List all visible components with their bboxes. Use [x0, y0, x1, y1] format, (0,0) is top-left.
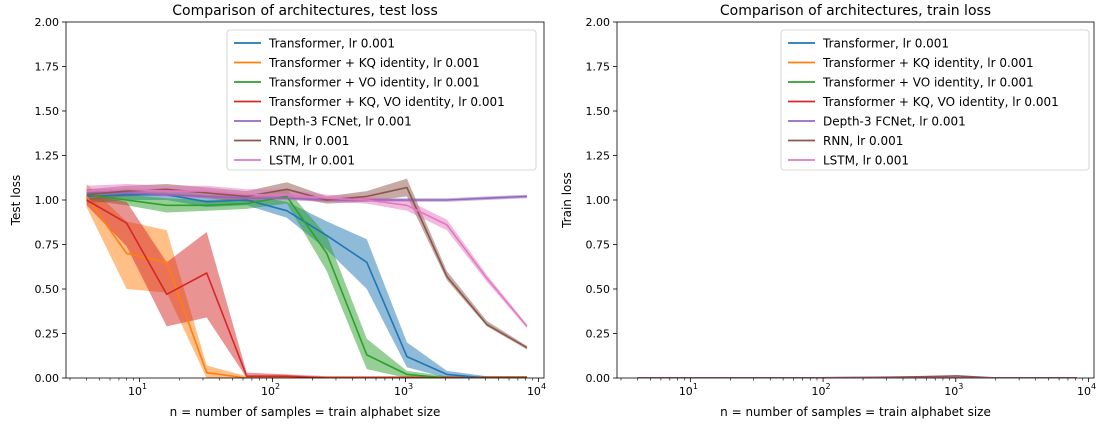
legend: Transformer, lr 0.001 Transformer + KQ id… [780, 29, 1090, 171]
series-line-kq [85, 195, 527, 378]
legend-label-lstm: LSTM, lr 0.001 [269, 154, 355, 168]
legend-label-transformer: Transformer, lr 0.001 [822, 37, 949, 51]
y-tick-label: 1.50 [586, 105, 611, 118]
x-tick-label: 102 [261, 382, 280, 398]
legend-label-vo: Transformer + VO identity, lr 0.001 [268, 76, 480, 90]
y-tick-label: 1.25 [35, 150, 60, 163]
chart-title: Comparison of architectures, train loss [720, 3, 991, 19]
legend-box [226, 29, 537, 171]
legend-label-fcnet: Depth-3 FCNet, lr 0.001 [269, 115, 412, 129]
y-tick-label: 0.00 [35, 372, 60, 385]
x-tick-label: 104 [527, 382, 546, 398]
y-tick-label: 2.00 [35, 16, 60, 29]
x-tick-label: 101 [128, 382, 147, 398]
x-axis-label: n = number of samples = train alphabet s… [720, 405, 991, 419]
legend-box [780, 29, 1090, 171]
y-tick-label: 0.75 [35, 239, 60, 252]
band-fcnet [86, 191, 527, 202]
y-axis-label: Train loss [560, 172, 574, 229]
y-tick-label: 1.75 [586, 61, 611, 74]
y-tick-label: 0.50 [35, 283, 60, 296]
band-kqvo [86, 194, 527, 378]
y-tick-label: 2.00 [586, 16, 611, 29]
chart-panel-test: 0.00 0.25 0.50 0.75 1.00 1.25 1.50 1.75 2.00 101 1… [9, 3, 546, 419]
x-tick-label: 101 [679, 382, 698, 398]
y-tick-label: 1.00 [35, 194, 60, 207]
y-tick-label: 0.25 [35, 328, 60, 341]
chart-panel-train: 0.00 0.25 0.50 0.75 1.00 1.25 1.50 1.75 2.00 101 1… [560, 3, 1096, 419]
band-rnn [86, 178, 527, 350]
legend-label-rnn: RNN, lr 0.001 [269, 134, 349, 148]
x-tick-label: 104 [1077, 382, 1096, 398]
legend-label-fcnet: Depth-3 FCNet, lr 0.001 [823, 115, 966, 129]
y-axis-label: Test loss [9, 175, 23, 227]
legend-label-kqvo: Transformer + KQ, VO identity, lr 0.001 [822, 95, 1059, 109]
legend-label-lstm: LSTM, lr 0.001 [823, 154, 909, 168]
plot-area [85, 178, 528, 378]
y-tick-label: 0.25 [586, 328, 611, 341]
x-tick-label: 103 [944, 382, 963, 398]
y-tick-label: 0.75 [586, 239, 611, 252]
legend-label-vo: Transformer + VO identity, lr 0.001 [822, 76, 1034, 90]
y-tick-label: 0.00 [586, 372, 611, 385]
y-tick-label: 0.50 [586, 283, 611, 296]
legend-label-kqvo: Transformer + KQ, VO identity, lr 0.001 [268, 95, 505, 109]
legend-label-rnn: RNN, lr 0.001 [823, 134, 903, 148]
legend-label-kq: Transformer + KQ identity, lr 0.001 [268, 56, 480, 70]
y-tick-label: 1.50 [35, 105, 60, 118]
legend-label-transformer: Transformer, lr 0.001 [268, 37, 395, 51]
x-tick-label: 102 [812, 382, 831, 398]
plot-area [637, 375, 1077, 378]
x-tick-label: 103 [394, 382, 413, 398]
series-line-vo [86, 193, 527, 378]
series-line-kqvo [86, 199, 527, 378]
legend: Transformer, lr 0.001 Transformer + KQ id… [226, 29, 537, 171]
y-tick-label: 1.75 [35, 61, 60, 74]
chart-title: Comparison of architectures, test loss [172, 3, 438, 19]
x-axis-label: n = number of samples = train alphabet s… [170, 405, 441, 419]
series-line-rnn [86, 186, 528, 349]
band-vo [86, 189, 527, 378]
series-line-fcnet [86, 192, 528, 201]
y-tick-label: 1.25 [586, 150, 611, 163]
y-tick-label: 1.00 [586, 194, 611, 207]
legend-label-kq: Transformer + KQ identity, lr 0.001 [822, 56, 1034, 70]
series-line-lstm [86, 188, 528, 327]
